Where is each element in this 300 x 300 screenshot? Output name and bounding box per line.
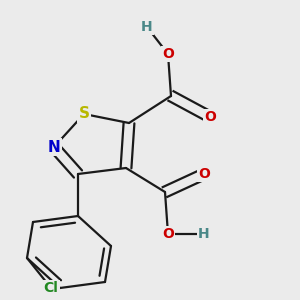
Text: Cl: Cl <box>44 281 59 295</box>
Text: H: H <box>198 227 210 241</box>
Text: O: O <box>162 227 174 241</box>
Text: O: O <box>204 110 216 124</box>
Text: S: S <box>79 106 89 122</box>
Text: H: H <box>141 20 153 34</box>
Text: O: O <box>162 47 174 61</box>
Text: N: N <box>48 140 60 154</box>
Text: O: O <box>198 167 210 181</box>
